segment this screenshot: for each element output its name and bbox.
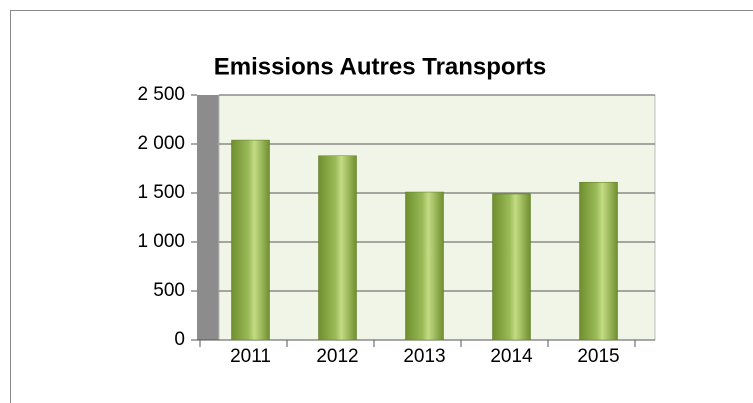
x-tick-label: 2015 [577, 346, 619, 367]
x-tick-label: 2014 [490, 346, 533, 367]
y-tick-label: 1 000 [137, 231, 185, 252]
y-tick-label: 0 [174, 329, 185, 350]
bar [405, 191, 444, 341]
bar [579, 181, 618, 341]
y-tick-label: 2 000 [137, 133, 185, 154]
x-tick-label: 2013 [403, 346, 445, 367]
bar [492, 193, 531, 341]
side-wall [197, 95, 219, 340]
bar [318, 155, 357, 341]
x-tick-label: 2011 [230, 346, 271, 367]
x-tick-label: 2012 [316, 346, 358, 367]
y-tick-label: 2 500 [137, 84, 185, 105]
y-tick-label: 500 [153, 280, 185, 301]
y-tick-label: 1 500 [137, 182, 185, 203]
bar [231, 139, 270, 341]
chart-title: Emissions Autres Transports [214, 53, 547, 80]
